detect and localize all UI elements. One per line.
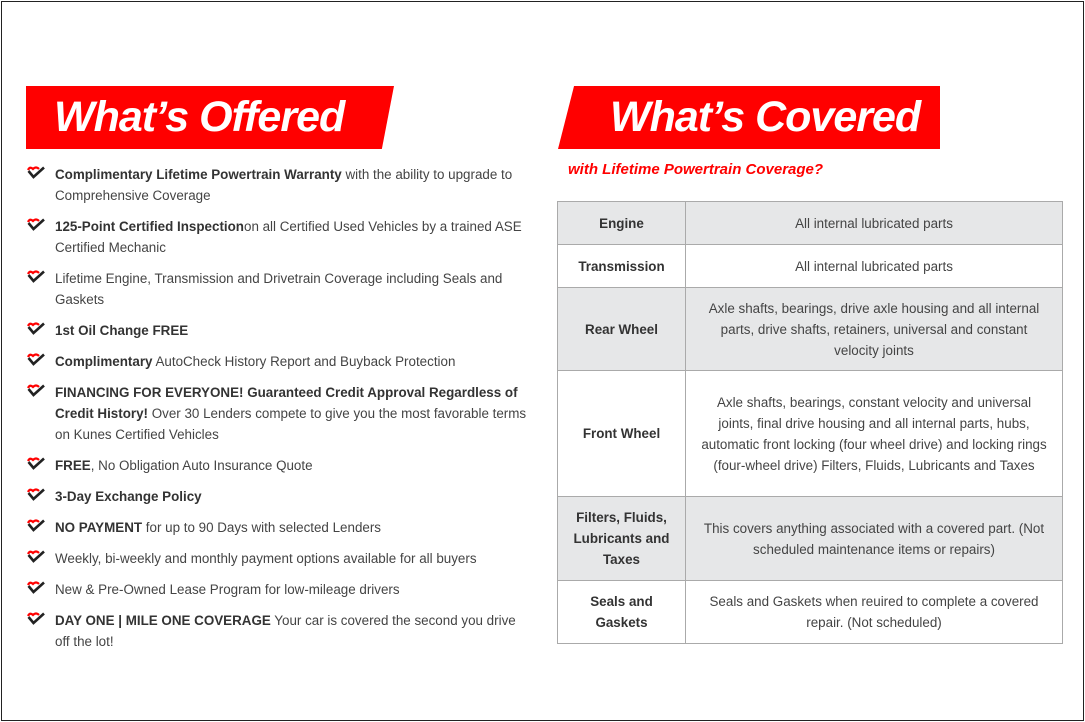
heart-check-icon [27, 166, 45, 179]
offers-list: Complimentary Lifetime Powertrain Warran… [26, 164, 531, 662]
offer-item-text: for up to 90 Days with selected Lenders [142, 520, 381, 535]
offer-item-text: Lifetime Engine, Transmission and Drivet… [55, 271, 503, 307]
coverage-cell: All internal lubricated parts [685, 201, 1063, 245]
offer-item-text: on all Certified Used Vehicles by a trai… [55, 219, 522, 255]
offer-item-text: Weekly, bi-weekly and monthly payment op… [55, 551, 477, 566]
offer-item: DAY ONE | MILE ONE COVERAGE Your car is … [26, 610, 531, 652]
offer-item-text: Over 30 Lenders compete to give you the … [55, 406, 527, 442]
offer-item-text: , No Obligation Auto Insurance Quote [90, 458, 313, 473]
coverage-row: Transmission All internal lubricated part… [557, 244, 1063, 288]
heart-check-icon [27, 550, 45, 563]
coverage-cell: Axle shafts, bearings, drive axle housin… [685, 287, 1063, 371]
offer-item: 125-Point Certified Inspectionon all Cer… [26, 216, 531, 258]
coverage-row: Rear Wheel Axle shafts, bearings, drive a… [557, 287, 1063, 371]
heart-check-icon [27, 488, 45, 501]
heart-check-icon [27, 384, 45, 397]
part-cell: Engine [557, 201, 686, 245]
offer-item-highlight: FREE [55, 458, 91, 473]
offer-item: FINANCING FOR EVERYONE! Guaranteed Credi… [26, 382, 531, 445]
coverage-cell: Axle shafts, bearings, constant velocity… [685, 370, 1063, 497]
heart-check-icon [27, 519, 45, 532]
offer-item-highlight: 1st Oil Change FREE [55, 323, 189, 338]
heart-check-icon [27, 218, 45, 231]
whats-offered-banner: What’s Offered [26, 86, 394, 149]
offer-item: Weekly, bi-weekly and monthly payment op… [26, 548, 531, 569]
coverage-table: Engine All internal lubricated parts Trans… [557, 201, 1063, 644]
part-cell: Front Wheel [557, 370, 686, 497]
offer-item-text: AutoCheck History Report and Buyback Pro… [152, 354, 456, 369]
offer-item-highlight: Complimentary Lifetime Powertrain Warran… [55, 167, 342, 182]
coverage-row: Engine All internal lubricated parts [557, 201, 1063, 245]
offer-item-text: Your car is covered the second you drive… [55, 613, 516, 649]
offer-item: Complimentary AutoCheck History Report a… [26, 351, 531, 372]
offer-item-highlight: 3-Day Exchange Policy [55, 489, 202, 504]
offer-item: Lifetime Engine, Transmission and Drivet… [26, 268, 531, 310]
heart-check-icon [27, 457, 45, 470]
heart-check-icon [27, 322, 45, 335]
offer-item-highlight: FINANCING FOR EVERYONE! Guaranteed Credi… [55, 385, 518, 421]
offer-item: FREE, No Obligation Auto Insurance Quote [26, 455, 531, 476]
coverage-subtitle: with Lifetime Powertrain Coverage? [568, 161, 824, 178]
offer-item: 3-Day Exchange Policy [26, 486, 531, 507]
coverage-cell: All internal lubricated parts [685, 244, 1063, 288]
part-cell: Transmission [557, 244, 686, 288]
heart-check-icon [27, 581, 45, 594]
heart-check-icon [27, 612, 45, 625]
offer-item: 1st Oil Change FREE [26, 320, 531, 341]
coverage-cell: Seals and Gaskets when reuired to comple… [685, 580, 1063, 644]
offer-item-highlight: 125-Point Certified Inspection [55, 219, 244, 234]
offer-item-text: with the ability to upgrade to Comprehen… [55, 167, 513, 203]
heart-check-icon [27, 270, 45, 283]
whats-covered-banner: What’s Covered [558, 86, 940, 149]
offer-item-text: New & Pre-Owned Lease Program for low-mi… [55, 582, 400, 597]
coverage-row: Filters, Fluids, Lubricants and Taxes Thi… [557, 496, 1063, 581]
offer-item-highlight: NO PAYMENT [55, 520, 143, 535]
part-cell: Seals and Gaskets [557, 580, 686, 644]
offer-item-highlight: Complimentary [55, 354, 153, 369]
coverage-row: Seals and Gaskets Seals and Gaskets when … [557, 580, 1063, 644]
offer-item: Complimentary Lifetime Powertrain Warran… [26, 164, 531, 206]
offer-item-highlight: DAY ONE | MILE ONE COVERAGE [55, 613, 271, 628]
coverage-cell: This covers anything associated with a c… [685, 496, 1063, 581]
part-cell: Rear Wheel [557, 287, 686, 371]
part-cell: Filters, Fluids, Lubricants and Taxes [557, 496, 686, 581]
offer-item: NO PAYMENT for up to 90 Days with select… [26, 517, 531, 538]
coverage-row: Front Wheel Axle shafts, bearings, consta… [557, 370, 1063, 497]
heart-check-icon [27, 353, 45, 366]
offer-item: New & Pre-Owned Lease Program for low-mi… [26, 579, 531, 600]
